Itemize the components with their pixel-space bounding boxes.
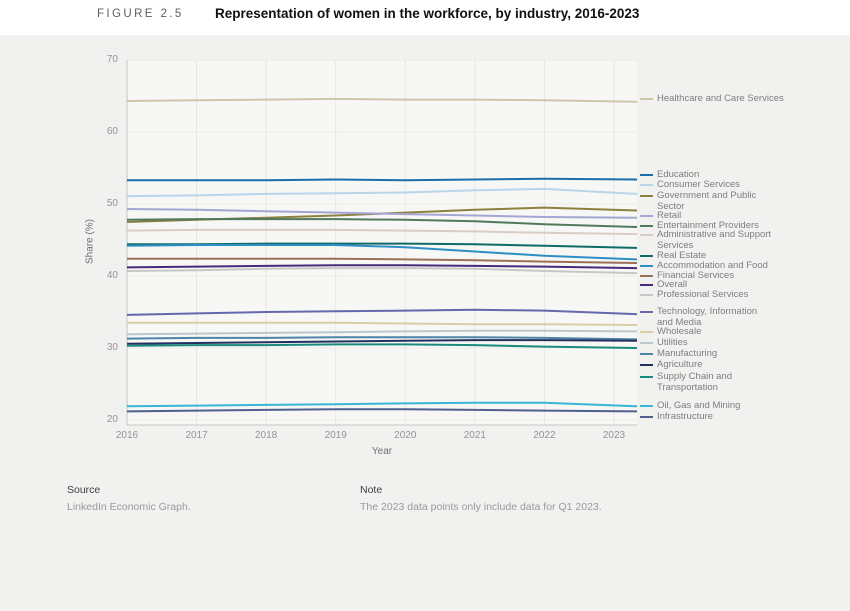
- x-tick-label: 2022: [533, 430, 556, 441]
- series-line: [126, 187, 638, 198]
- legend-swatch: [640, 311, 653, 313]
- series-line: [126, 329, 638, 336]
- legend-label: Accommodation and Food: [657, 260, 768, 271]
- x-axis-title: Year: [371, 446, 393, 457]
- legend-label: Professional Services: [657, 289, 749, 300]
- y-tick-label: 60: [106, 126, 118, 137]
- x-tick-label: 2021: [463, 430, 486, 441]
- legend-swatch: [640, 215, 653, 217]
- series-line: [127, 321, 638, 326]
- x-tick-label: 2017: [185, 430, 208, 441]
- legend-label: Healthcare and Care Services: [657, 93, 784, 104]
- legend-swatch: [640, 234, 653, 236]
- source-label: Source: [67, 484, 101, 496]
- legend-swatch: [640, 184, 653, 186]
- series-line: [126, 264, 638, 270]
- series-line: [126, 343, 638, 349]
- legend-swatch: [640, 376, 653, 378]
- series-line: [126, 267, 638, 275]
- figure-number-label: FIGURE 2.5: [97, 8, 184, 20]
- legend-label: Agriculture: [657, 359, 703, 370]
- legend-swatch: [640, 275, 653, 277]
- series-line: [127, 257, 638, 264]
- y-tick-label: 50: [106, 198, 118, 209]
- y-tick-label: 70: [106, 54, 118, 65]
- legend-swatch: [640, 294, 653, 296]
- x-tick-label: 2019: [324, 430, 347, 441]
- legend-label: Education: [657, 169, 700, 180]
- legend-swatch: [640, 265, 653, 267]
- legend-swatch: [640, 98, 653, 100]
- series-line: [126, 97, 638, 103]
- legend-swatch: [640, 174, 653, 176]
- x-tick-label: 2020: [394, 430, 417, 441]
- legend-label: Technology, Information and Media: [657, 306, 758, 328]
- series-line: [126, 308, 638, 316]
- legend-swatch: [640, 342, 653, 344]
- y-axis-title: Share (%): [84, 219, 96, 265]
- legend-label: Retail: [657, 210, 682, 221]
- legend-swatch: [640, 225, 653, 227]
- legend-label: Consumer Services: [657, 179, 740, 190]
- series-line: [127, 177, 638, 182]
- y-tick-label: 40: [106, 270, 118, 281]
- series-line: [126, 336, 638, 341]
- legend-label: Manufacturing: [657, 348, 718, 359]
- legend-swatch: [640, 331, 653, 333]
- legend-label: Infrastructure: [657, 411, 713, 422]
- series-line: [126, 208, 638, 219]
- series-line: [126, 339, 638, 345]
- legend-label: Administrative and Support Services: [657, 229, 772, 251]
- legend-label: Financial Services: [657, 270, 735, 281]
- x-tick-label: 2018: [255, 430, 278, 441]
- x-tick-label: 2023: [602, 430, 626, 441]
- legend-swatch: [640, 416, 653, 418]
- series-line: [126, 218, 638, 228]
- legend-label: Government and Public Sector: [657, 190, 757, 212]
- legend-label: Utilities: [657, 337, 688, 348]
- series-line: [126, 401, 638, 408]
- legend-swatch: [640, 364, 653, 366]
- source-text: LinkedIn Economic Graph.: [67, 501, 191, 513]
- series-line: [126, 244, 638, 261]
- series-line: [126, 408, 638, 413]
- legend-label: Wholesale: [657, 326, 702, 337]
- note-label: Note: [360, 484, 383, 496]
- y-tick-label: 30: [106, 342, 118, 353]
- note-text: The 2023 data points only include data f…: [360, 501, 602, 513]
- legend-swatch: [640, 353, 653, 355]
- legend-label: Oil, Gas and Mining: [657, 400, 741, 411]
- legend-label: Real Estate: [657, 250, 707, 261]
- legend-swatch: [640, 284, 653, 286]
- legend-swatch: [640, 405, 653, 407]
- y-tick-label: 20: [106, 414, 118, 425]
- legend-swatch: [640, 195, 653, 197]
- plot-area: [127, 60, 637, 425]
- x-tick-label: 2016: [115, 430, 139, 441]
- legend-label: Overall: [657, 279, 688, 290]
- legend-swatch: [640, 255, 653, 257]
- legend-label: Supply Chain and Transportation: [657, 371, 732, 393]
- legend-label: Entertainment Providers: [657, 220, 759, 231]
- series-line: [126, 228, 638, 236]
- figure-title: Representation of women in the workforce…: [215, 6, 640, 21]
